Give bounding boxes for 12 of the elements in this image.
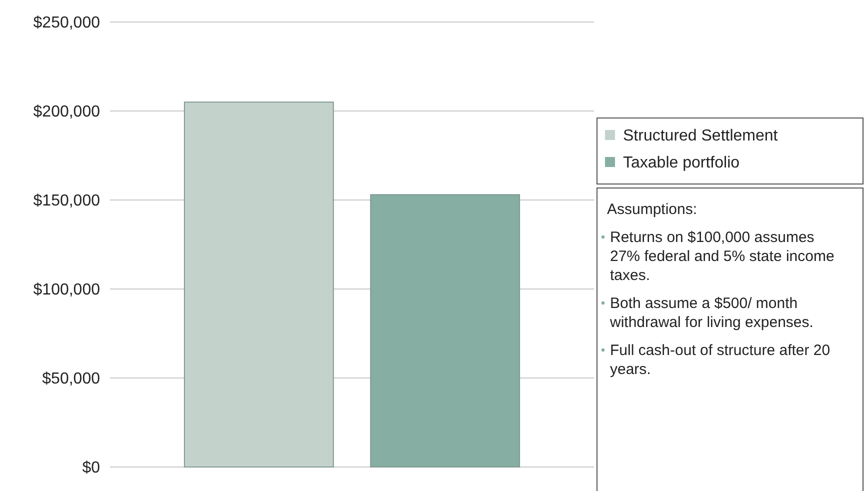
text: Both assume a $500/ month withdrawal for living expenses. — [609, 295, 814, 331]
legend-label: Taxable portfolio — [623, 154, 740, 172]
text: Returns on $100,000 assumes 27% federal and 5% state income taxes. — [610, 229, 834, 284]
y-tick-label: $50,000 — [42, 370, 100, 388]
y-tick-label: $100,000 — [33, 282, 100, 299]
y-tick-label: $150,000 — [33, 192, 100, 210]
text: Full cash-out of structure after 20 years. — [610, 342, 830, 378]
legend-label: Structured Settlement — [623, 128, 778, 145]
y-tick-label: $0 — [82, 460, 100, 477]
text: Assumptions: — [607, 201, 698, 218]
y-tick-label: $250,000 — [33, 14, 100, 32]
y-tick-label: $200,000 — [33, 104, 100, 121]
